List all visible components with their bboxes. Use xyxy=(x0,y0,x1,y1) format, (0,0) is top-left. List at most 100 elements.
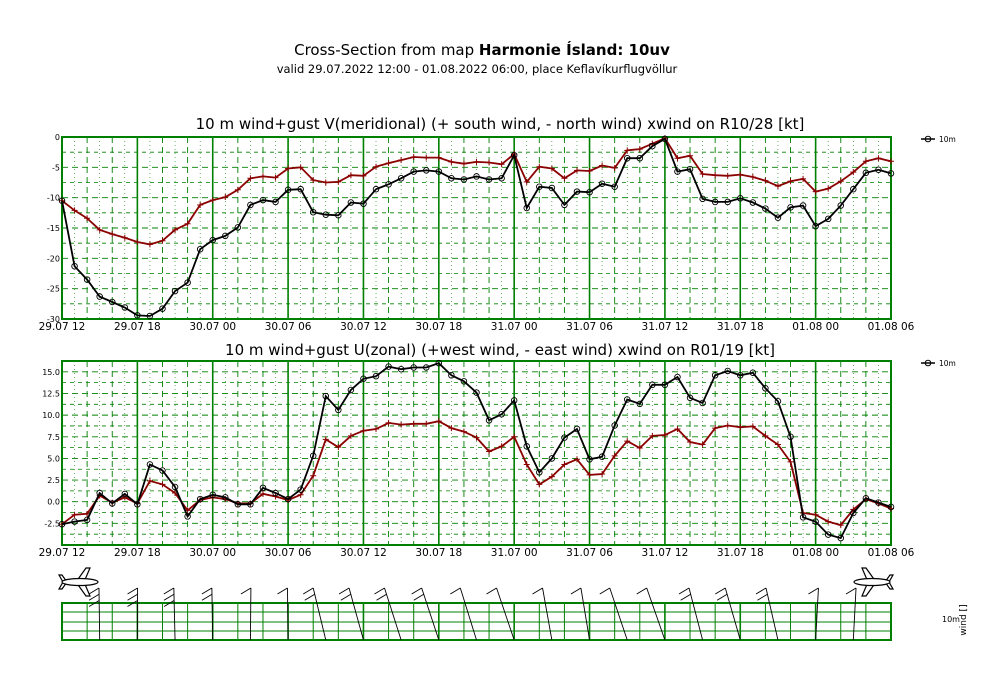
series-gust-point xyxy=(774,441,781,448)
series-wind-point xyxy=(887,503,895,511)
series-wind-point xyxy=(83,276,91,283)
series-wind-point xyxy=(96,489,103,497)
wind-barb-feather xyxy=(127,587,138,595)
wind-barb xyxy=(98,587,101,641)
series-gust-point xyxy=(285,165,292,172)
series-gust-point xyxy=(787,458,794,465)
series-wind-point xyxy=(222,494,229,501)
x-tick-label: 30.07 06 xyxy=(265,547,312,559)
wind-barb-feather xyxy=(757,593,768,601)
series-gust-point xyxy=(423,154,430,161)
series-wind-point xyxy=(284,186,292,194)
series-gust-point xyxy=(360,427,367,434)
series-wind-point xyxy=(837,534,845,542)
wind-barb-feather xyxy=(845,587,857,595)
series-wind-point xyxy=(850,509,857,517)
wind-barb-feather xyxy=(340,593,352,601)
barbs-level-label: 10m xyxy=(942,615,960,624)
series-wind-point xyxy=(184,513,191,520)
series-gust-point xyxy=(712,425,719,432)
series-wind-point xyxy=(598,453,606,460)
legend-marker xyxy=(924,359,932,367)
series-wind-point xyxy=(598,180,606,187)
series-gust-point xyxy=(674,155,681,162)
series-wind-point xyxy=(548,455,556,462)
wind-barb-feather xyxy=(163,593,175,601)
wind-barb-feather xyxy=(88,600,100,607)
series-gust-point xyxy=(787,178,794,185)
y-tick-label: 12.5 xyxy=(42,389,60,398)
wind-barb-feather xyxy=(413,593,424,601)
series-gust-point xyxy=(774,183,781,190)
series-wind-point xyxy=(121,490,129,498)
series-gust-point xyxy=(159,237,166,244)
series-wind-point xyxy=(423,167,430,174)
wind-barb xyxy=(724,587,741,641)
series-wind-point xyxy=(171,287,179,295)
series-gust-point xyxy=(234,186,241,193)
series-wind-point xyxy=(636,400,644,408)
series-gust-point xyxy=(586,471,593,478)
y-tick-label: 0.0 xyxy=(47,498,60,507)
series-gust-point xyxy=(435,418,442,425)
x-tick-label: 31.07 06 xyxy=(566,321,613,333)
series-gust-point xyxy=(473,434,480,441)
x-tick-label: 30.07 06 xyxy=(265,321,312,333)
series-wind-point xyxy=(335,406,342,414)
series-gust-point xyxy=(109,231,116,238)
x-tick-label: 31.07 00 xyxy=(491,321,538,333)
figure-subtitle: valid 29.07.2022 12:00 - 01.08.2022 06:0… xyxy=(277,62,678,76)
series-gust-point xyxy=(573,456,580,463)
airplane-right-icon xyxy=(852,566,895,598)
series-gust-point xyxy=(599,470,606,477)
series-gust-point xyxy=(172,226,179,233)
series-gust-point xyxy=(837,522,844,529)
x-tick-label: 29.07 18 xyxy=(114,321,161,333)
y-tick-label: 7.5 xyxy=(47,433,60,442)
series-wind-point xyxy=(762,205,769,212)
series-wind-point xyxy=(234,501,242,508)
series-gust-point xyxy=(762,432,769,439)
series-wind-point xyxy=(209,491,216,499)
series-gust-point xyxy=(712,172,719,179)
series-wind-point xyxy=(309,208,317,216)
series-wind-point xyxy=(473,389,480,396)
series-wind-point xyxy=(812,222,819,230)
series-wind-point xyxy=(322,392,330,400)
x-tick-label: 30.07 00 xyxy=(189,547,236,559)
series-gust-point xyxy=(385,419,392,426)
series-wind-point xyxy=(360,200,367,207)
x-tick-label: 29.07 18 xyxy=(114,547,161,559)
series-wind-point xyxy=(209,236,216,244)
series-gust-point xyxy=(800,175,807,182)
series-gust-point xyxy=(888,158,894,165)
series-gust-point xyxy=(209,197,216,204)
series-gust-point xyxy=(134,238,141,245)
series-gust-point xyxy=(862,158,869,165)
series-gust-point xyxy=(762,177,769,184)
series-wind-point xyxy=(347,199,355,206)
chart-2-title: 10 m wind+gust U(zonal) (+west wind, - e… xyxy=(225,341,775,359)
series-wind-point xyxy=(724,198,731,206)
series-wind-point xyxy=(510,397,518,404)
series-wind-point xyxy=(586,456,593,463)
series-wind-point xyxy=(649,381,656,389)
series-wind-point xyxy=(222,232,229,240)
series-gust-point xyxy=(611,164,618,171)
series-wind-point xyxy=(674,373,681,381)
wind-barb xyxy=(211,587,214,641)
series-wind-point xyxy=(737,372,744,379)
series-wind-point xyxy=(586,188,593,196)
series-wind-point xyxy=(196,245,204,253)
wind-barb xyxy=(459,587,477,641)
plot-frame xyxy=(61,136,892,320)
series-wind-point xyxy=(536,469,543,476)
wind-barb-feather xyxy=(715,587,726,595)
series-wind-point xyxy=(724,367,731,375)
series-gust-point xyxy=(561,175,568,182)
series-wind-point xyxy=(611,422,618,429)
wind-barbs-panel xyxy=(61,587,892,641)
series-gust-point xyxy=(737,424,744,431)
series-gust-point xyxy=(272,174,279,181)
series-gust-point xyxy=(84,215,91,222)
